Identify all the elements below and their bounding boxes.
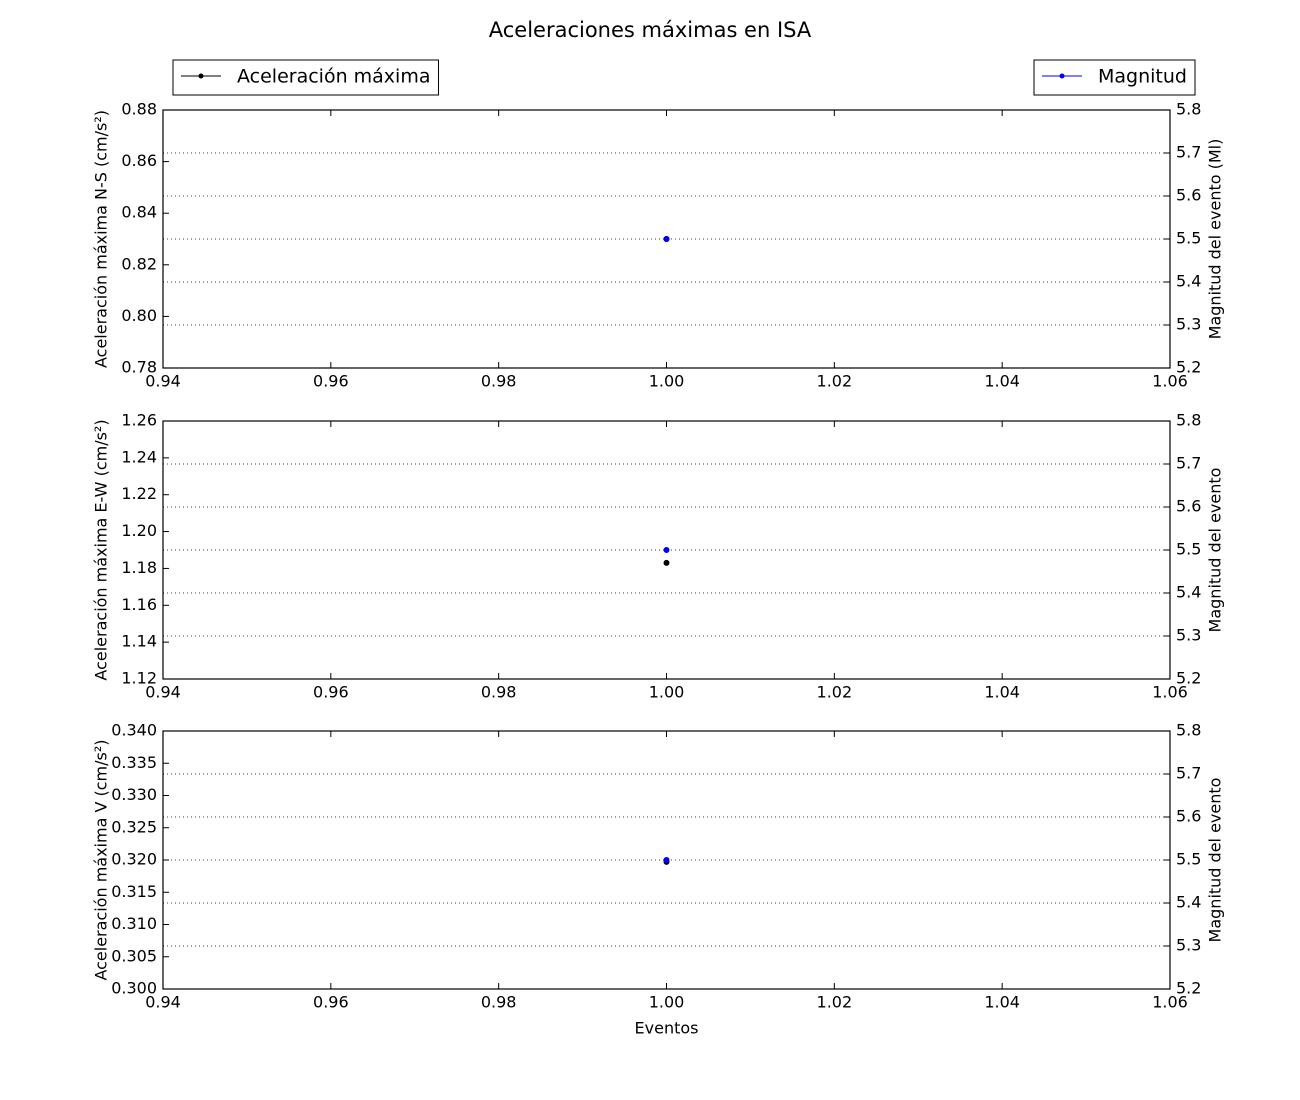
x-tick-label: 0.96 [313, 993, 349, 1012]
x-tick-label: 0.94 [145, 993, 181, 1012]
y-tick-label: 0.305 [111, 946, 157, 965]
y-axis-label: Aceleración máxima V (cm/s²) [92, 739, 111, 980]
x-tick-label: 1.00 [649, 683, 685, 702]
data-point [663, 547, 670, 553]
y2-tick-label: 5.5 [1176, 229, 1201, 248]
y2-tick-label: 5.7 [1176, 454, 1201, 473]
y-tick-label: 0.88 [121, 100, 157, 119]
y-tick-label: 0.86 [121, 151, 157, 170]
y2-tick-label: 5.2 [1176, 358, 1201, 377]
y-tick-label: 0.310 [111, 914, 157, 933]
x-tick-label: 0.98 [481, 683, 517, 702]
y2-tick-label: 5.7 [1176, 764, 1201, 783]
figure-title: Aceleraciones máximas en ISA [489, 18, 812, 42]
x-axis-label: Eventos [635, 1019, 699, 1038]
legend-box [172, 59, 439, 96]
x-tick-label: 1.00 [649, 993, 685, 1012]
y-axis-label: Aceleración máxima N-S (cm/s²) [92, 110, 111, 368]
y2-tick-label: 5.5 [1176, 540, 1201, 559]
y2-tick-label: 5.2 [1176, 669, 1201, 688]
y-tick-label: 1.14 [121, 632, 157, 651]
legend-marker [198, 73, 204, 79]
y-tick-label: 0.340 [111, 721, 157, 740]
y-tick-label: 0.320 [111, 850, 157, 869]
y-tick-label: 1.22 [121, 484, 157, 503]
y-tick-label: 0.325 [111, 817, 157, 836]
y-tick-label: 0.82 [121, 254, 157, 273]
x-tick-label: 0.96 [313, 372, 349, 391]
x-tick-label: 1.06 [1152, 683, 1188, 702]
data-point [663, 559, 670, 566]
x-tick-label: 1.04 [984, 683, 1020, 702]
y-tick-label: 1.16 [121, 595, 157, 614]
plot-frame [162, 109, 1171, 369]
data-point [663, 236, 670, 242]
y-tick-label: 1.24 [121, 447, 157, 466]
x-tick-label: 1.00 [649, 372, 685, 391]
x-tick-label: 0.94 [145, 372, 181, 391]
x-tick-label: 1.04 [984, 372, 1020, 391]
x-tick-label: 1.02 [817, 993, 853, 1012]
y-tick-label: 1.12 [121, 669, 157, 688]
y-axis-label: Aceleración máxima E-W (cm/s²) [92, 419, 111, 680]
y2-tick-label: 5.2 [1176, 979, 1201, 998]
x-tick-label: 1.02 [817, 372, 853, 391]
y2-axis-label: Magnitud del evento [1206, 468, 1225, 633]
x-tick-label: 0.96 [313, 683, 349, 702]
y2-tick-label: 5.6 [1176, 186, 1201, 205]
y2-tick-label: 5.8 [1176, 100, 1201, 119]
y2-tick-label: 5.6 [1176, 807, 1201, 826]
data-point [663, 857, 670, 863]
y-tick-label: 1.26 [121, 411, 157, 430]
legend-label: Aceleración máxima [237, 66, 430, 88]
y-tick-label: 0.80 [121, 306, 157, 325]
y2-tick-label: 5.3 [1176, 936, 1201, 955]
x-tick-label: 1.02 [817, 683, 853, 702]
y2-tick-label: 5.8 [1176, 721, 1201, 740]
plot-frame [162, 730, 1171, 990]
y2-tick-label: 5.8 [1176, 411, 1201, 430]
y2-tick-label: 5.4 [1176, 583, 1201, 602]
legend-marker [1059, 73, 1065, 79]
y-tick-label: 0.78 [121, 358, 157, 377]
y-tick-label: 0.335 [111, 753, 157, 772]
y-tick-label: 0.315 [111, 882, 157, 901]
y2-tick-label: 5.3 [1176, 626, 1201, 645]
y-tick-label: 0.330 [111, 785, 157, 804]
legend-label: Magnitud [1098, 66, 1187, 88]
x-tick-label: 1.04 [984, 993, 1020, 1012]
x-tick-label: 0.98 [481, 993, 517, 1012]
plot-frame [162, 420, 1171, 680]
y2-axis-label: Magnitud del evento (Ml) [1206, 139, 1225, 340]
y-tick-label: 0.84 [121, 203, 157, 222]
y2-tick-label: 5.4 [1176, 272, 1201, 291]
y-tick-label: 1.20 [121, 521, 157, 540]
y-tick-label: 0.300 [111, 979, 157, 998]
y2-tick-label: 5.5 [1176, 850, 1201, 869]
x-tick-label: 1.06 [1152, 372, 1188, 391]
x-tick-label: 0.94 [145, 683, 181, 702]
y-tick-label: 1.18 [121, 558, 157, 577]
y2-tick-label: 5.4 [1176, 893, 1201, 912]
y2-tick-label: 5.7 [1176, 143, 1201, 162]
x-tick-label: 1.06 [1152, 993, 1188, 1012]
y2-axis-label: Magnitud del evento [1206, 778, 1225, 943]
y2-tick-label: 5.6 [1176, 497, 1201, 516]
y2-tick-label: 5.3 [1176, 315, 1201, 334]
x-tick-label: 0.98 [481, 372, 517, 391]
